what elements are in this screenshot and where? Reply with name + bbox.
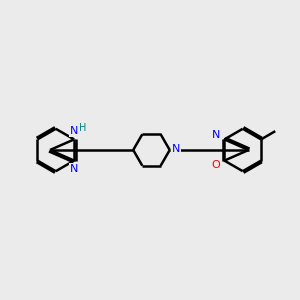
Text: H: H <box>79 123 87 133</box>
Text: N: N <box>172 144 180 154</box>
Text: N: N <box>212 130 220 140</box>
Text: O: O <box>212 160 220 170</box>
Text: N: N <box>70 164 78 174</box>
Text: N: N <box>70 126 78 136</box>
